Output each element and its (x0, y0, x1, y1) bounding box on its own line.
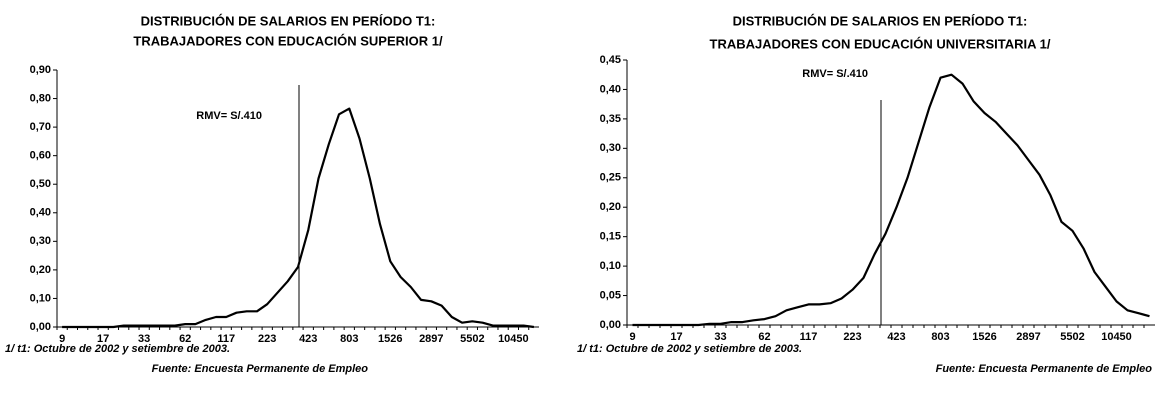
y-tick-label: 0,25 (600, 172, 621, 184)
y-tick-label: 0,60 (30, 150, 51, 162)
x-tick-label: 803 (340, 333, 358, 345)
x-tick-label: 9 (629, 331, 635, 343)
x-tick-label: 423 (299, 333, 317, 345)
x-tick-label: 117 (800, 331, 818, 343)
y-tick-label: 0,90 (30, 64, 51, 76)
chart-title: DISTRIBUCIÓN DE SALARIOS EN PERÍODO T1: (141, 13, 436, 28)
chart-title: TRABAJADORES CON EDUCACIÓN SUPERIOR 1/ (133, 33, 443, 48)
y-tick-label: 0,35 (600, 113, 621, 125)
y-tick-label: 0,20 (30, 264, 51, 276)
y-tick-label: 0,40 (600, 83, 621, 95)
x-tick-label: 17 (97, 333, 109, 345)
x-tick-label: 223 (258, 333, 276, 345)
x-tick-label: 62 (179, 333, 191, 345)
x-tick-label: 62 (758, 331, 770, 343)
y-tick-label: 0,40 (30, 207, 51, 219)
x-tick-label: 5502 (1060, 331, 1084, 343)
y-tick-label: 0,10 (30, 292, 51, 304)
x-tick-label: 17 (670, 331, 682, 343)
source: Fuente: Encuesta Permanente de Empleo (152, 363, 369, 375)
x-tick-label: 1526 (378, 333, 402, 345)
y-tick-label: 0,10 (600, 260, 621, 272)
y-tick-label: 0,80 (30, 92, 51, 104)
y-tick-label: 0,00 (600, 319, 621, 331)
x-tick-label: 423 (887, 331, 905, 343)
x-tick-label: 10450 (1101, 331, 1132, 343)
y-tick-label: 0,00 (30, 321, 51, 333)
x-tick-label: 2897 (419, 333, 443, 345)
x-tick-label: 2897 (1016, 331, 1040, 343)
x-tick-label: 117 (217, 333, 235, 345)
x-tick-label: 803 (931, 331, 949, 343)
y-tick-label: 0,20 (600, 201, 621, 213)
y-tick-label: 0,50 (30, 178, 51, 190)
data-line (62, 107, 535, 329)
x-tick-label: 33 (714, 331, 726, 343)
chart-title: DISTRIBUCIÓN DE SALARIOS EN PERÍODO T1: (733, 13, 1028, 28)
footnote: 1/ t1: Octubre de 2002 y setiembre de 20… (5, 343, 230, 355)
chart-title: TRABAJADORES CON EDUCACIÓN UNIVERSITARIA… (710, 36, 1051, 51)
y-tick-label: 0,45 (600, 54, 621, 66)
y-tick-label: 0,30 (30, 235, 51, 247)
x-tick-label: 9 (59, 333, 65, 345)
x-tick-label: 5502 (460, 333, 484, 345)
y-tick-label: 0,70 (30, 121, 51, 133)
y-tick-label: 0,15 (600, 231, 621, 243)
y-tick-label: 0,05 (600, 289, 621, 301)
source: Fuente: Encuesta Permanente de Empleo (936, 363, 1153, 375)
footnote: 1/ t1: Octubre de 2002 y setiembre de 20… (577, 343, 802, 355)
x-tick-label: 1526 (972, 331, 996, 343)
x-tick-label: 10450 (498, 333, 529, 345)
data-line (632, 73, 1150, 327)
annotation: RMV= S/.410 (802, 68, 868, 80)
annotation: RMV= S/.410 (196, 110, 262, 122)
x-tick-label: 33 (138, 333, 150, 345)
y-tick-label: 0,30 (600, 142, 621, 154)
x-tick-label: 223 (843, 331, 861, 343)
